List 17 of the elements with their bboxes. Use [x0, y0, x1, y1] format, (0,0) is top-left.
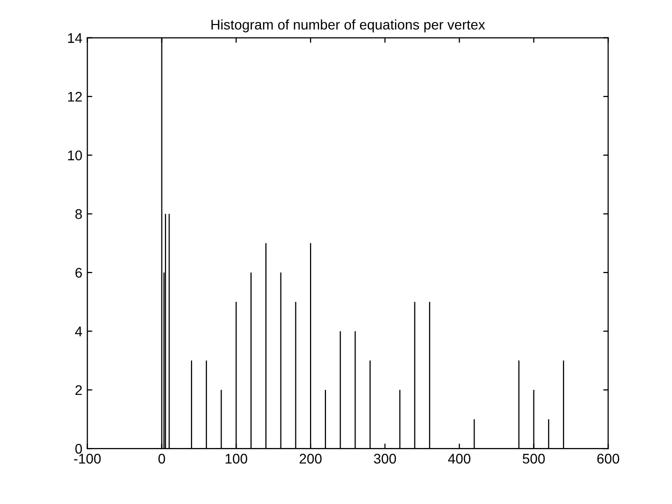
y-tick-label: 6 [75, 268, 82, 278]
y-tick-label: 10 [68, 150, 82, 160]
x-tick-label: 200 [300, 454, 322, 464]
x-tick-label: 0 [158, 454, 166, 464]
y-tick-label: 0 [75, 444, 82, 454]
x-tick-label: 600 [597, 454, 620, 464]
x-tick-label: -100 [74, 454, 101, 464]
x-tick-label: 100 [226, 454, 248, 464]
y-tick-label: 14 [68, 33, 82, 43]
x-tick-label: 400 [448, 454, 470, 464]
x-tick-label: 300 [374, 454, 396, 464]
x-tick-label: 500 [522, 454, 545, 464]
y-tick-label: 2 [75, 385, 82, 395]
y-tick-label: 8 [75, 209, 82, 220]
chart-title: Histogram of number of equations per vertex [211, 19, 486, 32]
y-tick-label: 12 [68, 92, 82, 102]
y-tick-label: 4 [75, 326, 82, 336]
